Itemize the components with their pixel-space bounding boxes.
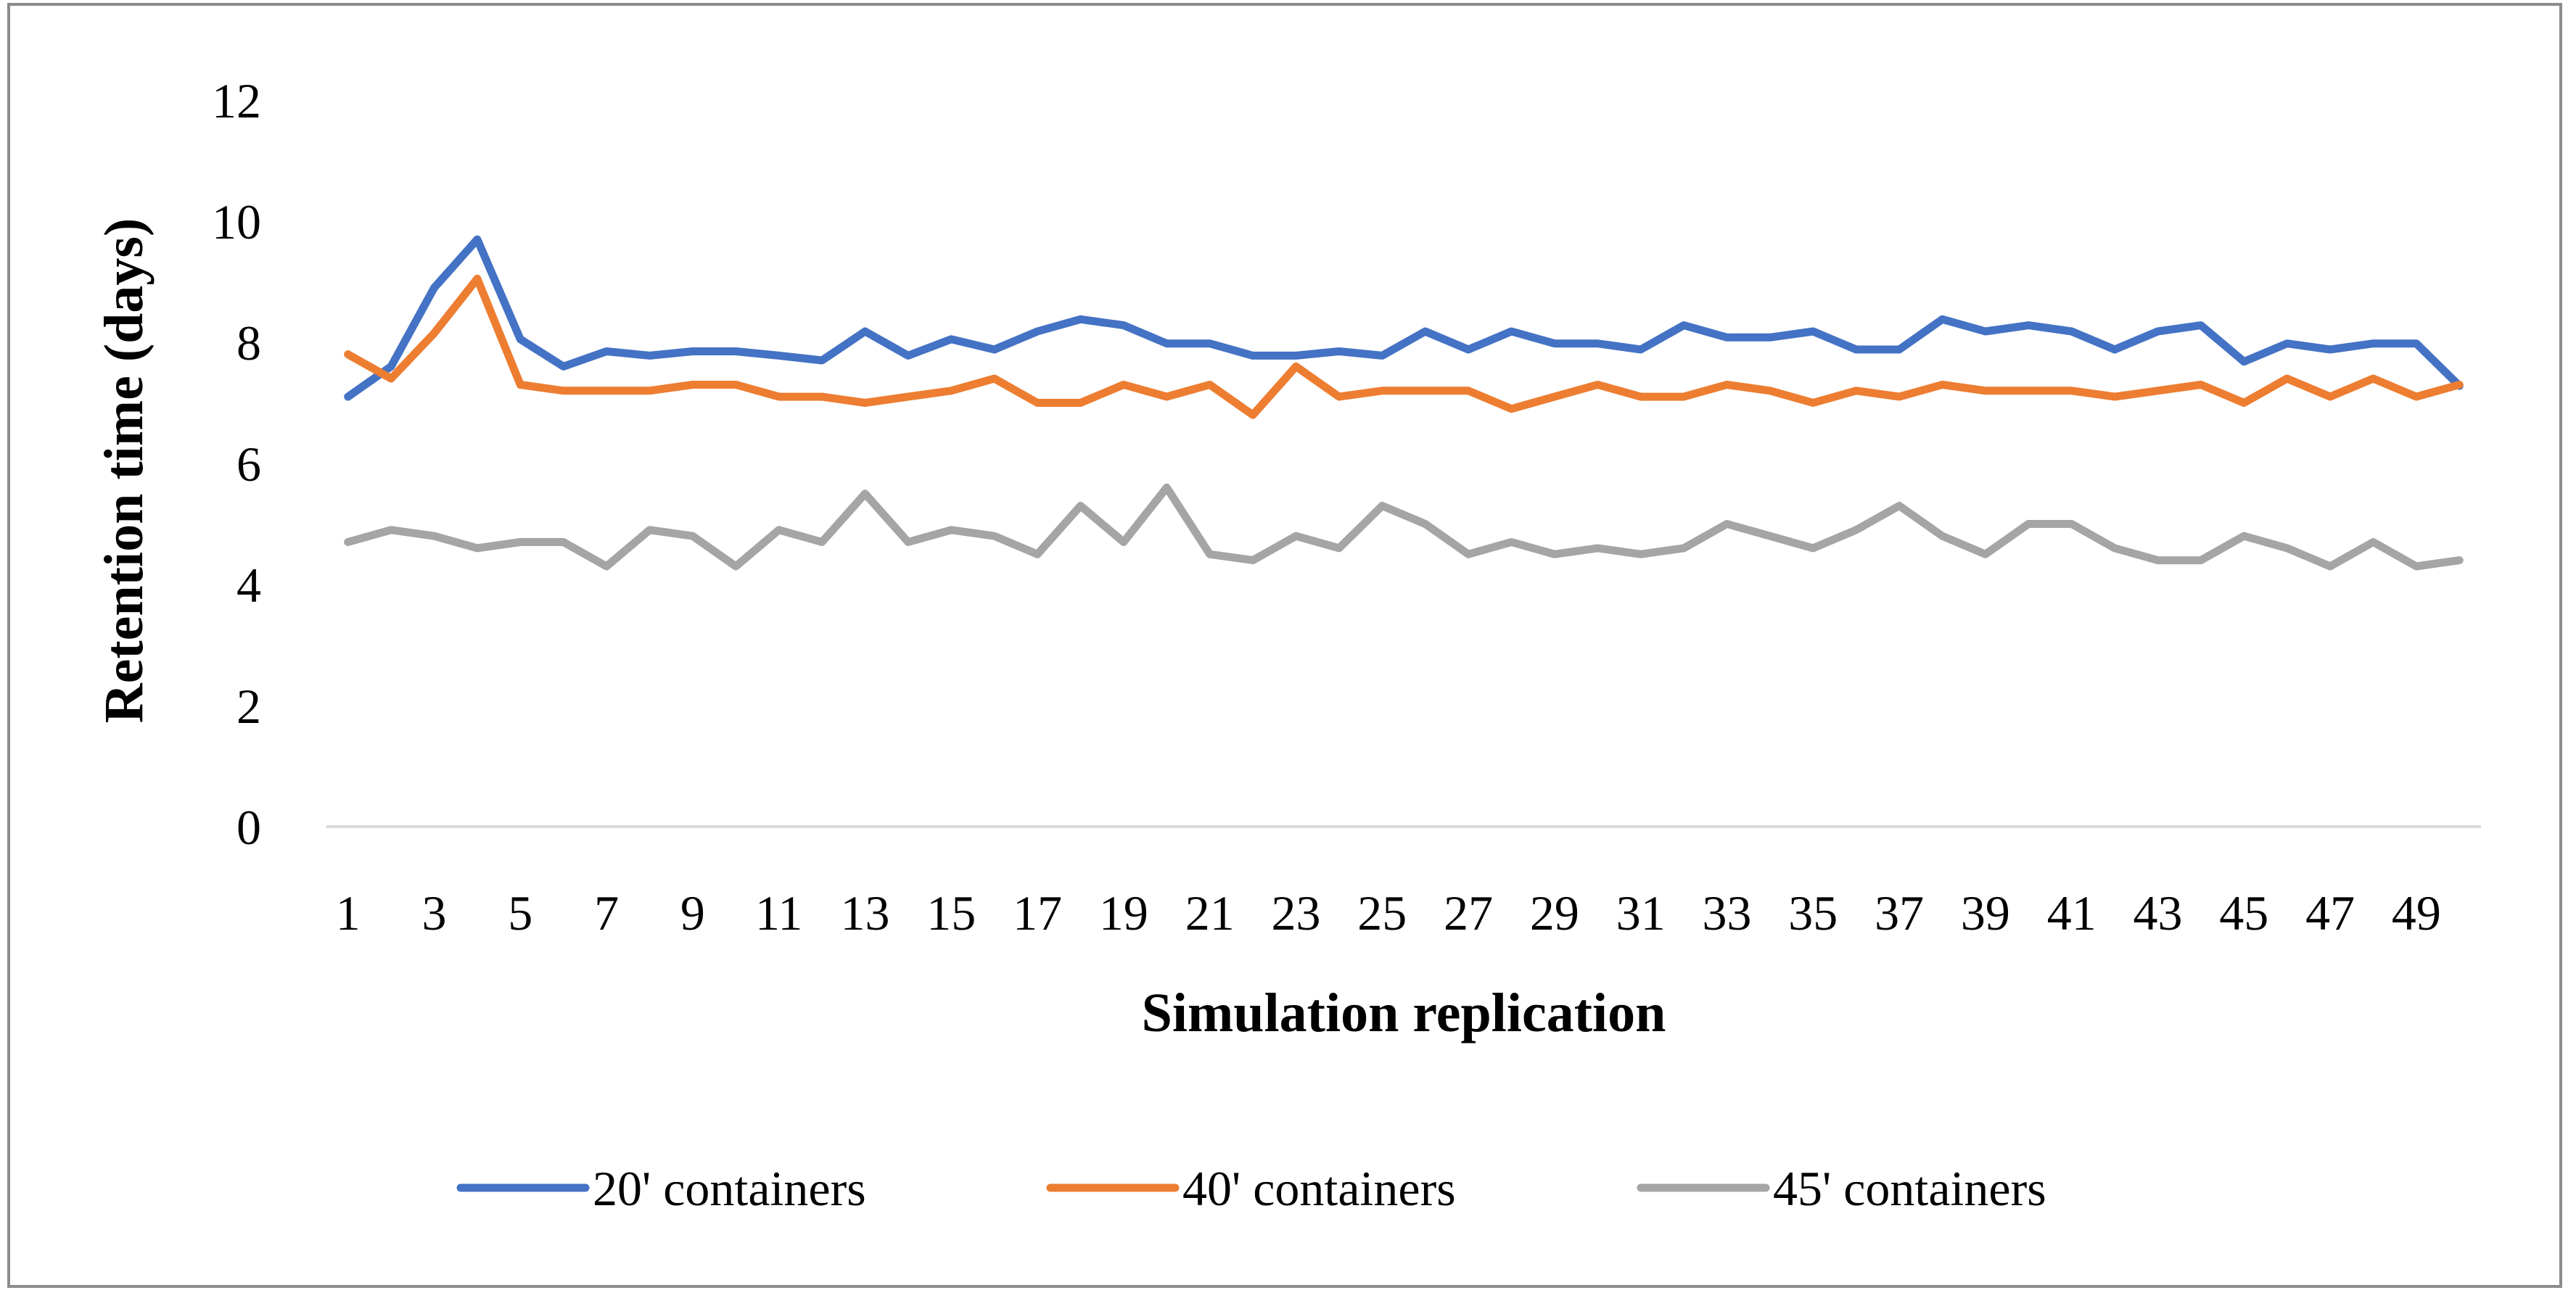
x-tick-label: 47 [2305, 885, 2355, 941]
x-tick-label: 33 [1703, 885, 1752, 941]
x-tick-label: 25 [1357, 885, 1407, 941]
x-tick-label: 5 [508, 885, 532, 941]
x-tick-label: 15 [926, 885, 976, 941]
y-axis-title: Retention time (days) [94, 218, 155, 724]
x-axis-ticks: 1 3 5 7 9 11 13 15 17 19 21 23 25 27 29 31 33 35 37 39 41 43 4… [336, 885, 2441, 941]
series-layer [344, 235, 2464, 571]
x-tick-label: 39 [1961, 885, 2010, 941]
series-line-3 [344, 483, 2464, 571]
x-tick-label: 45 [2219, 885, 2268, 941]
legend-label: 40' containers [1182, 1161, 1456, 1216]
chart-frame [7, 3, 2562, 1288]
y-tick-label: 10 [212, 194, 261, 249]
x-tick-label: 41 [2047, 885, 2096, 941]
x-tick-label: 37 [1875, 885, 1924, 941]
x-tick-label: 43 [2133, 885, 2183, 941]
x-tick-label: 35 [1788, 885, 1838, 941]
y-tick-label: 12 [212, 73, 261, 128]
legend-label: 20' containers [593, 1161, 866, 1216]
x-tick-label: 9 [680, 885, 705, 941]
legend-item: 20' containers [456, 1161, 866, 1216]
y-tick-label: 0 [236, 800, 261, 855]
x-tick-label: 49 [2392, 885, 2441, 941]
legend-item: 40' containers [1046, 1161, 1456, 1216]
series-line-2 [344, 274, 2464, 419]
y-axis-ticks: 0 2 4 6 8 10 12 [212, 73, 261, 855]
legend-item: 45' containers [1637, 1161, 2046, 1216]
y-tick-label: 4 [236, 558, 261, 613]
x-tick-label: 1 [336, 885, 361, 941]
x-tick-label: 19 [1099, 885, 1148, 941]
legend: 20' containers 40' containers 45' containe… [456, 1161, 2046, 1216]
x-tick-label: 29 [1530, 885, 1579, 941]
x-tick-label: 31 [1616, 885, 1666, 941]
x-axis-title: Simulation replication [1142, 983, 1666, 1043]
x-tick-label: 21 [1185, 885, 1235, 941]
x-tick-label: 7 [594, 885, 619, 941]
x-tick-label: 27 [1444, 885, 1493, 941]
y-tick-label: 2 [236, 679, 261, 734]
x-tick-label: 23 [1272, 885, 1321, 941]
y-tick-label: 8 [236, 315, 261, 371]
legend-label: 45' containers [1773, 1161, 2046, 1216]
x-tick-label: 3 [422, 885, 447, 941]
x-tick-label: 13 [841, 885, 890, 941]
y-tick-label: 6 [236, 437, 261, 492]
x-tick-label: 17 [1013, 885, 1062, 941]
series-line-1 [344, 235, 2464, 401]
x-tick-label: 11 [755, 885, 802, 941]
